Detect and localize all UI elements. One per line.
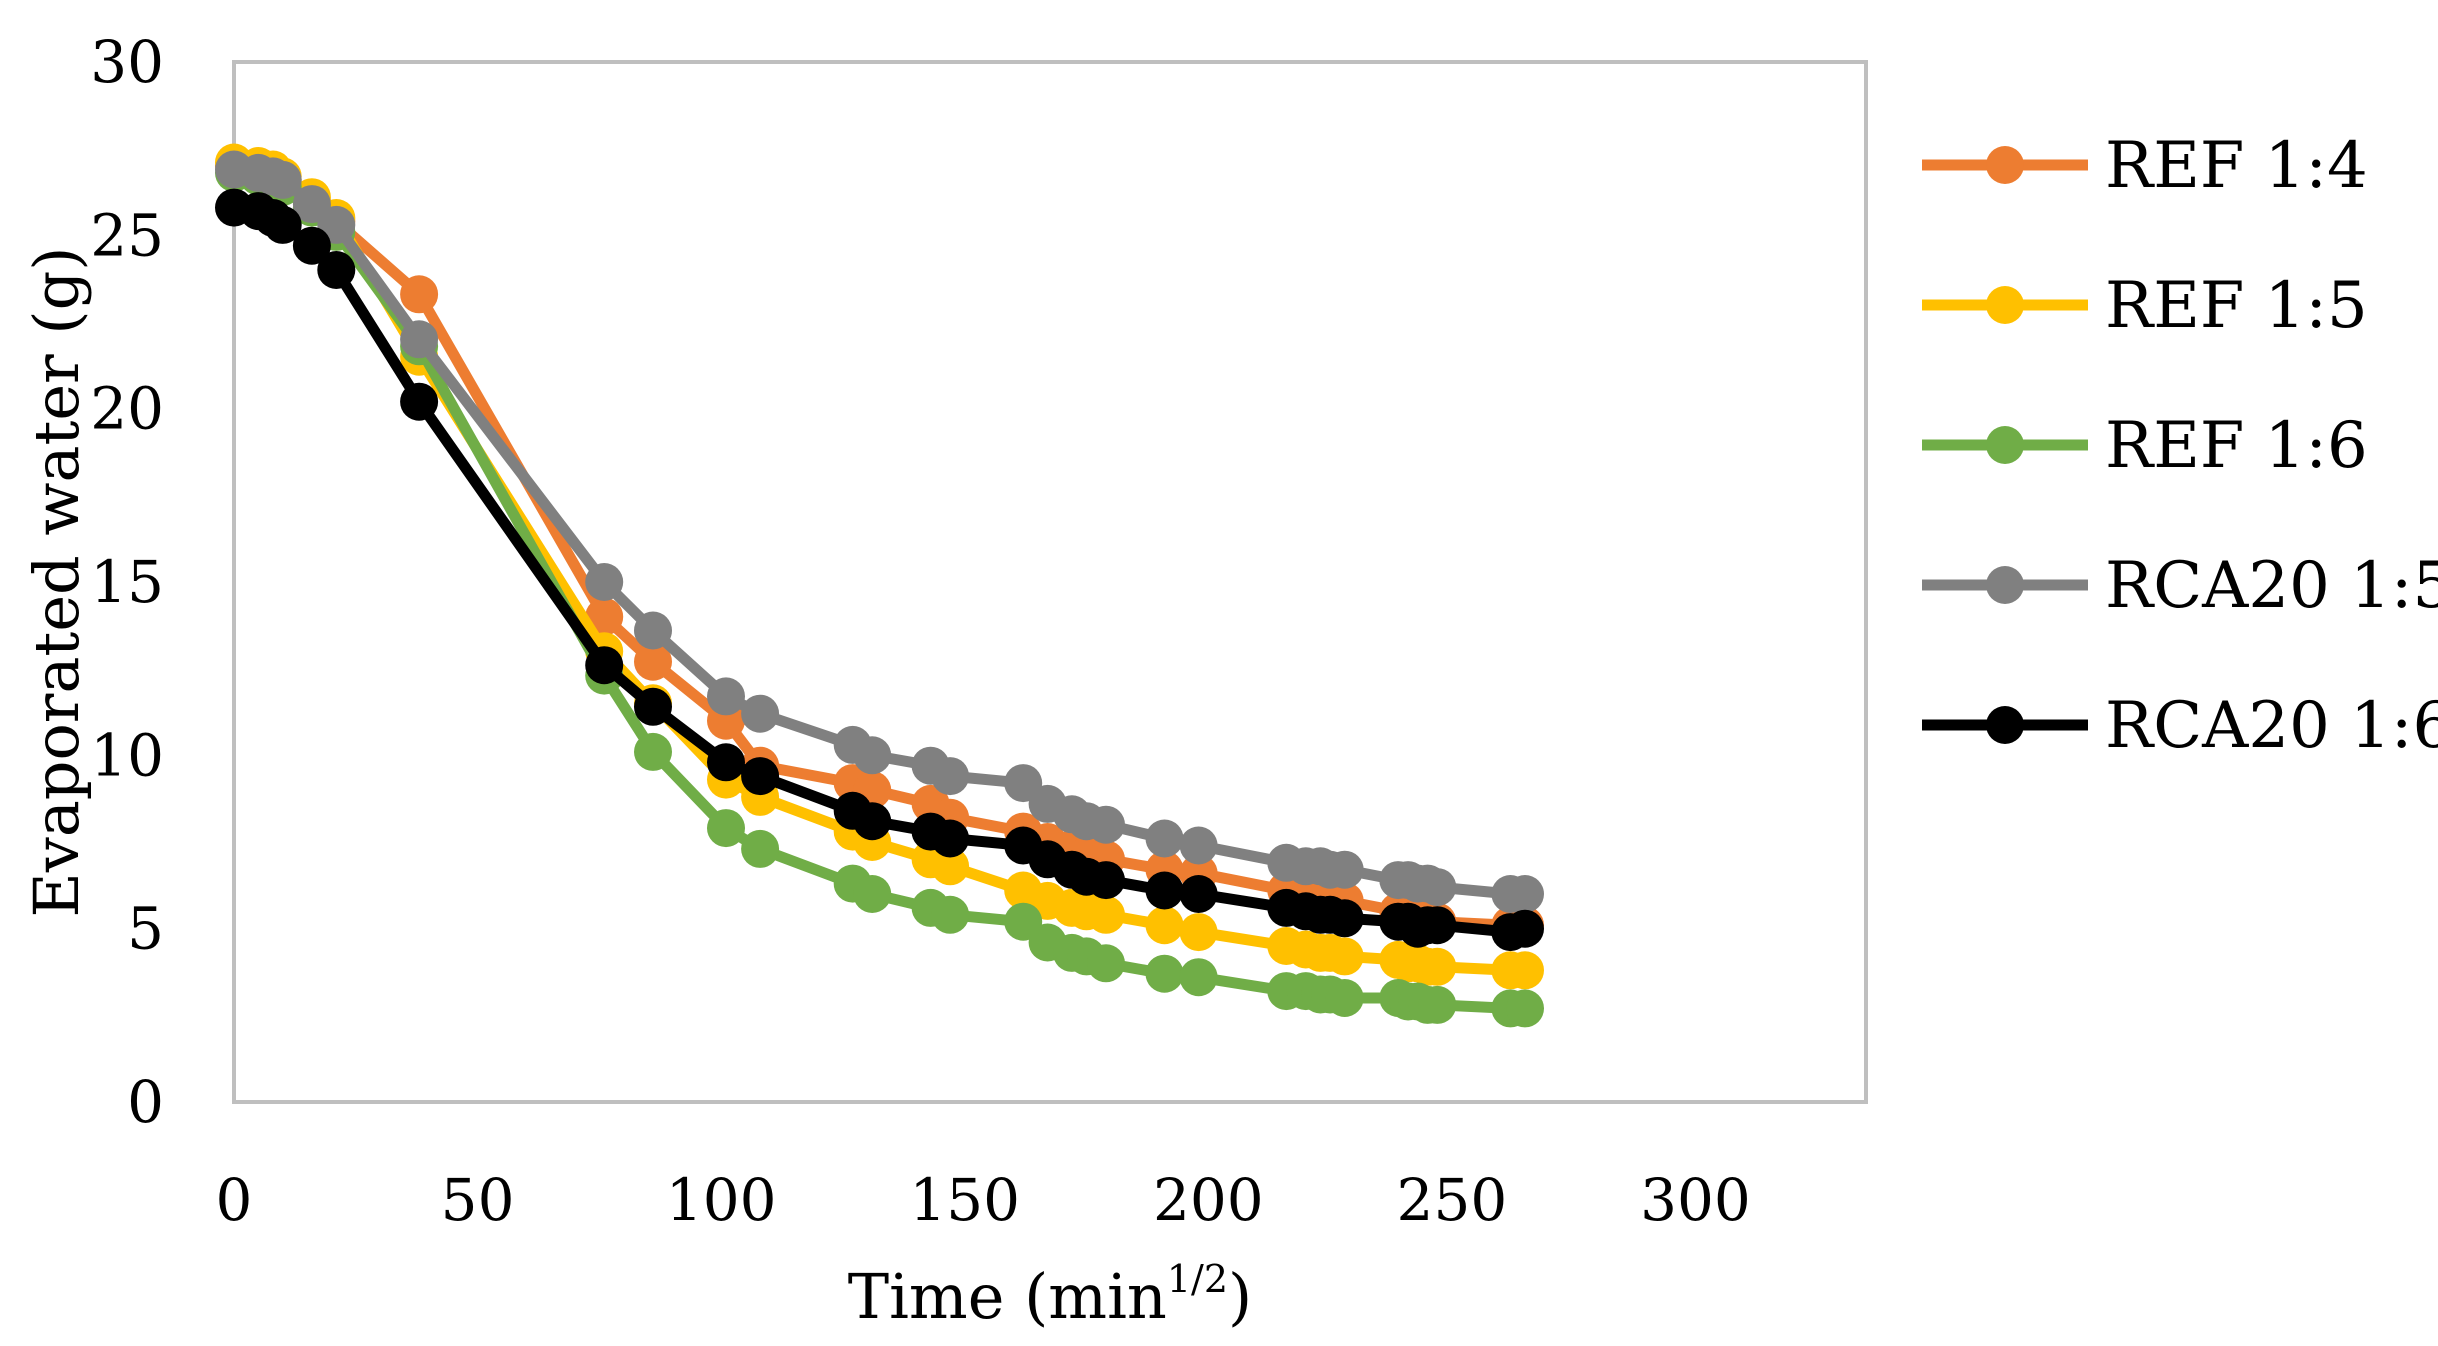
legend-swatch-marker [1986, 286, 2024, 324]
data-point [1179, 958, 1218, 997]
data-point [1506, 909, 1544, 948]
data-point [263, 205, 302, 244]
legend-item: RCA20 1:6 [1922, 689, 2438, 763]
x-tick-label: 200 [1153, 1166, 1264, 1234]
y-tick-label: 25 [90, 201, 164, 269]
data-point [634, 732, 672, 771]
data-point [1087, 805, 1125, 844]
data-point [1325, 979, 1364, 1017]
series-layer [215, 143, 1544, 1028]
series-rca20-1-5 [215, 150, 1544, 913]
x-tick-label: 100 [666, 1166, 777, 1234]
data-point [400, 320, 439, 359]
data-point [1087, 895, 1125, 934]
x-tick-label: 250 [1397, 1166, 1508, 1234]
legend-item: REF 1:4 [1922, 129, 2368, 203]
data-point [931, 895, 970, 934]
data-point [1087, 861, 1125, 900]
x-axis-label-main: Time (min [848, 1260, 1167, 1333]
data-point [634, 642, 672, 681]
data-point [1179, 875, 1218, 913]
legend-label: RCA20 1:5 [2105, 549, 2438, 623]
legend-item: REF 1:6 [1922, 409, 2368, 483]
data-point [741, 694, 780, 733]
x-axis-label: Time (min1/2) [848, 1257, 1252, 1333]
data-point [741, 757, 780, 796]
data-point [634, 687, 672, 726]
data-point [1145, 954, 1184, 993]
data-point [1179, 913, 1218, 952]
data-point [707, 743, 745, 782]
data-point [585, 563, 624, 601]
data-point [1506, 951, 1544, 990]
data-point [1506, 989, 1544, 1028]
legend-label: REF 1:4 [2105, 129, 2368, 203]
data-point [707, 677, 745, 716]
y-tick-label: 20 [90, 375, 164, 443]
data-point [1145, 819, 1184, 858]
x-tick-label: 300 [1640, 1166, 1751, 1234]
y-tick-label: 15 [90, 548, 164, 616]
legend-label: RCA20 1:6 [2105, 689, 2438, 763]
data-point [292, 226, 331, 265]
y-axis-label: Evaporated water (g) [20, 247, 93, 918]
data-point [931, 757, 970, 796]
y-axis-ticks: 0 5 10 15 20 25 30 [90, 28, 164, 1136]
data-point [400, 382, 439, 421]
data-point [853, 802, 892, 841]
legend-swatch-marker [1986, 146, 2024, 184]
data-point [1179, 826, 1218, 865]
legend-item: REF 1:5 [1922, 269, 2368, 343]
x-axis-ticks: 0 50 100 150 200 250 300 [216, 1166, 1751, 1234]
legend-item: RCA20 1:5 [1922, 549, 2438, 623]
data-point [931, 819, 970, 858]
data-point [263, 160, 302, 199]
legend-swatch-marker [1986, 706, 2024, 744]
data-point [1325, 850, 1364, 889]
x-tick-label: 50 [441, 1166, 515, 1234]
data-point [1418, 985, 1457, 1024]
data-point [1418, 906, 1457, 945]
data-point [1506, 875, 1544, 913]
data-point [585, 646, 624, 685]
legend-label: REF 1:5 [2105, 269, 2368, 343]
data-point [853, 736, 892, 775]
data-point [931, 847, 970, 886]
y-tick-label: 0 [127, 1068, 164, 1136]
y-tick-label: 30 [90, 28, 164, 96]
data-point [1145, 906, 1184, 945]
legend-label: REF 1:6 [2105, 409, 2368, 483]
data-point [1145, 871, 1184, 910]
data-point [1418, 947, 1457, 986]
data-point [1325, 937, 1364, 976]
data-point [741, 829, 780, 868]
data-point [634, 611, 672, 650]
x-axis-label-sup: 1/2 [1167, 1257, 1228, 1301]
data-point [1087, 944, 1125, 983]
data-point [707, 809, 745, 848]
data-point [400, 275, 439, 314]
legend: REF 1:4 REF 1:5 REF 1:6 RCA20 1:5 RCA20 1:6 [1922, 129, 2438, 763]
x-tick-label: 0 [216, 1166, 253, 1234]
data-point [1418, 868, 1457, 907]
x-tick-label: 150 [909, 1166, 1020, 1234]
y-tick-label: 5 [127, 895, 164, 963]
y-tick-label: 10 [90, 721, 164, 789]
x-axis-label-end: ) [1228, 1260, 1252, 1333]
data-point [1325, 899, 1364, 938]
data-point [317, 251, 356, 289]
data-point [853, 875, 892, 913]
series-rca20-1-6 [215, 188, 1544, 952]
legend-swatch-marker [1986, 426, 2024, 464]
plot-area-border [232, 60, 1868, 1104]
legend-swatch-marker [1986, 566, 2024, 604]
